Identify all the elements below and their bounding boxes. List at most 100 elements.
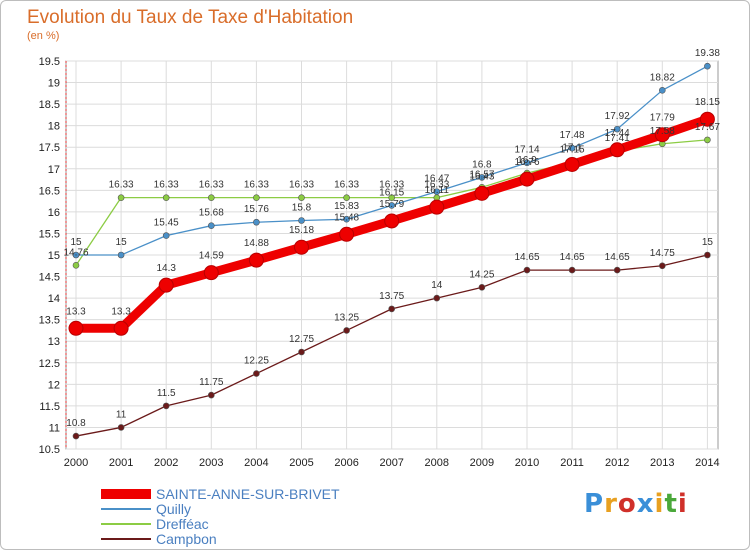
data-label: 16.33: [154, 180, 179, 191]
data-label: 13.3: [111, 306, 131, 317]
logo-letter: i: [654, 489, 665, 519]
data-point: [208, 391, 215, 399]
data-label: 18.15: [695, 97, 720, 108]
data-point: [343, 327, 350, 334]
data-label: 17.58: [650, 126, 675, 137]
data-point: [253, 370, 260, 377]
data-point: [568, 144, 576, 152]
x-tick-label: 2005: [289, 457, 313, 469]
data-point: [117, 251, 125, 259]
data-label: 17.14: [514, 145, 539, 156]
data-label: 11: [116, 409, 127, 420]
logo-letter: r: [604, 489, 618, 519]
y-tick-label: 15: [48, 250, 60, 262]
grid: [65, 60, 719, 450]
data-label: 13.3: [66, 306, 86, 317]
data-point: [294, 239, 309, 255]
data-point: [388, 305, 396, 313]
data-point: [339, 226, 355, 242]
x-tick-label: 2007: [379, 457, 403, 469]
data-label: 14.65: [605, 252, 630, 263]
data-label: 14.59: [199, 251, 224, 262]
legend-label-2: Drefféac: [156, 516, 209, 532]
y-tick-label: 18.5: [39, 99, 60, 111]
data-point: [568, 266, 576, 274]
y-tick-label: 14.5: [39, 272, 60, 284]
y-tick-label: 17: [48, 164, 60, 176]
legend-label-1: Quilly: [156, 501, 191, 517]
data-point: [704, 136, 711, 144]
data-label: 11.5: [157, 388, 176, 399]
data-label: 14.3: [156, 263, 176, 274]
data-label: 16.8: [472, 159, 492, 170]
x-tick-label: 2013: [650, 457, 674, 469]
axes: 10.5 11 11.5 12 12.5 13 13.5 14 14.5 15 15.5 16 16.5…: [39, 56, 720, 469]
data-label: 14.65: [560, 252, 585, 263]
data-point: [613, 266, 621, 274]
data-point: [609, 142, 625, 158]
data-point: [433, 294, 441, 302]
data-point: [117, 194, 125, 201]
data-label: 16.47: [424, 174, 449, 185]
data-label: 16.33: [424, 180, 449, 191]
logo-letter: x: [636, 489, 655, 519]
data-label: 15.45: [154, 218, 179, 229]
data-label: 14.75: [650, 248, 675, 259]
data-point: [158, 277, 174, 293]
data-label: 14.88: [244, 238, 269, 249]
y-tick-label: 19: [48, 78, 60, 90]
data-label: 13.75: [379, 291, 404, 302]
data-point: [208, 222, 215, 229]
x-tick-label: 2001: [109, 457, 133, 469]
data-point: [343, 215, 350, 223]
chart-subtitle: (en %): [27, 30, 60, 42]
data-label: 18.82: [650, 72, 675, 83]
x-tick-label: 2010: [515, 457, 539, 469]
x-tick-label: 2002: [154, 457, 178, 469]
data-label: 16.57: [469, 169, 494, 180]
data-point: [658, 87, 666, 94]
data-label: 15.8: [292, 203, 312, 214]
data-label: 11.75: [199, 377, 224, 388]
data-point: [564, 156, 580, 172]
data-point: [699, 111, 715, 127]
data-point: [162, 232, 170, 239]
data-label: 16.33: [289, 180, 314, 191]
data-point: [253, 218, 260, 226]
y-tick-label: 12: [48, 379, 60, 391]
data-point: [162, 194, 170, 201]
x-tick-label: 2000: [64, 457, 88, 469]
data-label: 19.38: [695, 48, 720, 59]
data-label: 15.68: [199, 208, 224, 219]
data-point: [203, 265, 219, 281]
data-point: [613, 125, 621, 133]
legend-label-0: SAINTE-ANNE-SUR-BRIVET: [156, 486, 340, 502]
data-label: 16.9: [517, 155, 537, 166]
y-tick-label: 19.5: [39, 56, 60, 68]
data-point: [478, 284, 486, 291]
data-label: 16.11: [425, 185, 450, 196]
y-tick-label: 10.5: [39, 444, 60, 456]
data-label: 16.33: [109, 180, 134, 191]
y-tick-label: 18: [48, 121, 60, 133]
data-point: [208, 194, 215, 201]
logo-letter: P: [584, 489, 605, 519]
y-tick-label: 11: [49, 422, 60, 434]
logo-letter: o: [617, 489, 637, 519]
series-lines: [68, 62, 715, 440]
data-label: 16.33: [379, 180, 404, 191]
x-tick-label: 2014: [695, 457, 719, 469]
chart-title: Evolution du Taux de Taxe d'Habitation: [27, 7, 354, 28]
data-point: [343, 194, 350, 201]
data-point: [704, 62, 711, 70]
data-label: 16.15: [379, 187, 404, 198]
data-label: 12.25: [244, 356, 269, 367]
data-point: [658, 262, 666, 270]
y-tick-label: 11.5: [39, 401, 60, 413]
data-point: [384, 213, 400, 229]
data-point: [704, 251, 711, 259]
data-label: 17.44: [605, 128, 630, 139]
data-label: 16.76: [514, 157, 539, 168]
